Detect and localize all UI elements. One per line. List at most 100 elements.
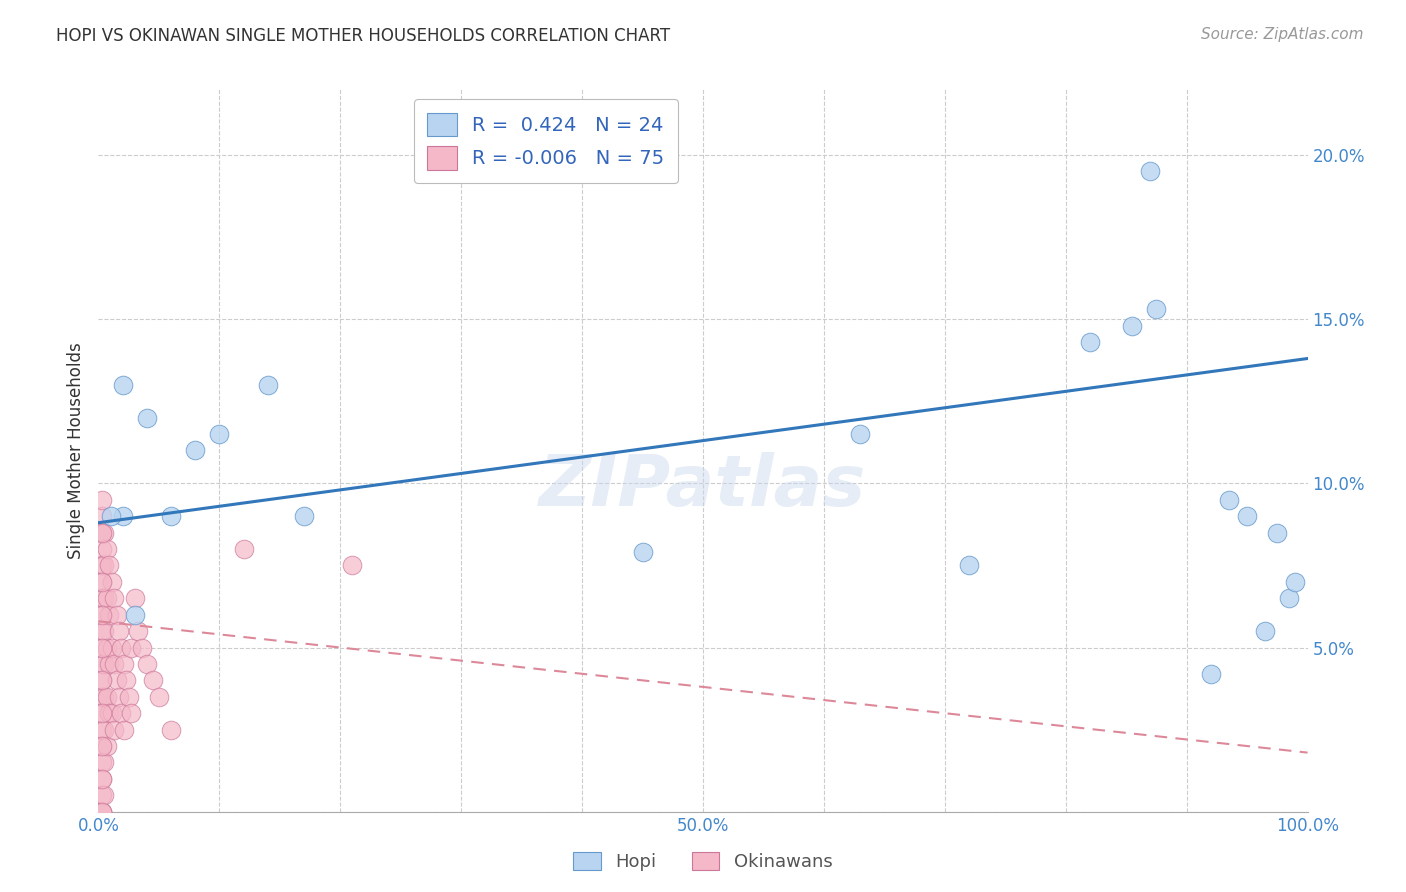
Point xyxy=(98,558,121,573)
Point xyxy=(91,525,114,540)
Point xyxy=(849,427,872,442)
Point xyxy=(91,509,114,524)
Point xyxy=(103,591,125,606)
Point xyxy=(91,706,114,721)
Point xyxy=(108,624,131,639)
Point xyxy=(115,673,138,688)
Point xyxy=(100,640,122,655)
Point xyxy=(103,657,125,671)
Point xyxy=(91,673,114,688)
Point xyxy=(208,427,231,442)
Point xyxy=(98,607,121,622)
Point xyxy=(110,706,132,721)
Point xyxy=(111,377,134,392)
Point xyxy=(131,640,153,655)
Point xyxy=(1199,666,1222,681)
Point xyxy=(96,541,118,556)
Point xyxy=(91,739,114,753)
Point xyxy=(93,789,115,803)
Point xyxy=(103,723,125,737)
Point xyxy=(1121,318,1143,333)
Point xyxy=(100,574,122,589)
Point xyxy=(342,558,364,573)
Text: ZIPatlas: ZIPatlas xyxy=(540,452,866,521)
Point xyxy=(120,706,142,721)
Y-axis label: Single Mother Households: Single Mother Households xyxy=(66,343,84,558)
Point xyxy=(91,574,114,589)
Point xyxy=(91,558,114,573)
Point xyxy=(93,624,115,639)
Point xyxy=(1146,302,1168,317)
Point xyxy=(91,805,114,819)
Point xyxy=(93,558,115,573)
Point xyxy=(96,591,118,606)
Point xyxy=(1078,334,1101,349)
Point xyxy=(91,789,114,803)
Point xyxy=(91,574,114,589)
Point xyxy=(91,756,114,770)
Point xyxy=(91,772,114,786)
Text: HOPI VS OKINAWAN SINGLE MOTHER HOUSEHOLDS CORRELATION CHART: HOPI VS OKINAWAN SINGLE MOTHER HOUSEHOLD… xyxy=(56,27,671,45)
Point xyxy=(91,723,114,737)
Point xyxy=(91,607,114,622)
Point xyxy=(91,525,114,540)
Point xyxy=(105,607,128,622)
Point xyxy=(91,657,114,671)
Point xyxy=(120,640,142,655)
Point xyxy=(93,756,115,770)
Point xyxy=(98,657,121,671)
Point xyxy=(631,545,654,559)
Point xyxy=(127,624,149,639)
Text: Source: ZipAtlas.com: Source: ZipAtlas.com xyxy=(1201,27,1364,42)
Point xyxy=(124,591,146,606)
Point xyxy=(256,377,278,392)
Point xyxy=(1139,164,1161,178)
Point xyxy=(91,805,114,819)
Point xyxy=(124,607,146,622)
Point xyxy=(91,541,114,556)
Point xyxy=(93,525,115,540)
Legend: Hopi, Okinawans: Hopi, Okinawans xyxy=(567,845,839,879)
Legend: R =  0.424   N = 24, R = -0.006   N = 75: R = 0.424 N = 24, R = -0.006 N = 75 xyxy=(413,99,678,184)
Point xyxy=(91,706,114,721)
Point xyxy=(148,690,170,704)
Point xyxy=(93,591,115,606)
Point xyxy=(184,443,207,458)
Point xyxy=(93,723,115,737)
Point xyxy=(91,607,114,622)
Point xyxy=(98,706,121,721)
Point xyxy=(135,410,157,425)
Point xyxy=(96,690,118,704)
Point xyxy=(91,690,114,704)
Point xyxy=(1254,624,1277,639)
Point xyxy=(93,690,115,704)
Point xyxy=(91,673,114,688)
Point xyxy=(1278,591,1301,606)
Point xyxy=(957,558,980,573)
Point xyxy=(91,492,114,507)
Point xyxy=(91,640,114,655)
Point xyxy=(93,657,115,671)
Point xyxy=(96,640,118,655)
Point xyxy=(135,657,157,671)
Point xyxy=(1284,574,1306,589)
Point xyxy=(100,509,122,524)
Point xyxy=(111,509,134,524)
Point xyxy=(91,591,114,606)
Point xyxy=(1236,509,1258,524)
Point xyxy=(91,640,114,655)
Point xyxy=(232,541,254,556)
Point xyxy=(112,723,135,737)
Point xyxy=(110,640,132,655)
Point xyxy=(1267,525,1289,540)
Point xyxy=(108,690,131,704)
Point xyxy=(91,624,114,639)
Point xyxy=(1218,492,1240,507)
Point xyxy=(292,509,315,524)
Point xyxy=(142,673,165,688)
Point xyxy=(100,706,122,721)
Point xyxy=(105,673,128,688)
Point xyxy=(91,772,114,786)
Point xyxy=(91,805,114,819)
Point xyxy=(96,739,118,753)
